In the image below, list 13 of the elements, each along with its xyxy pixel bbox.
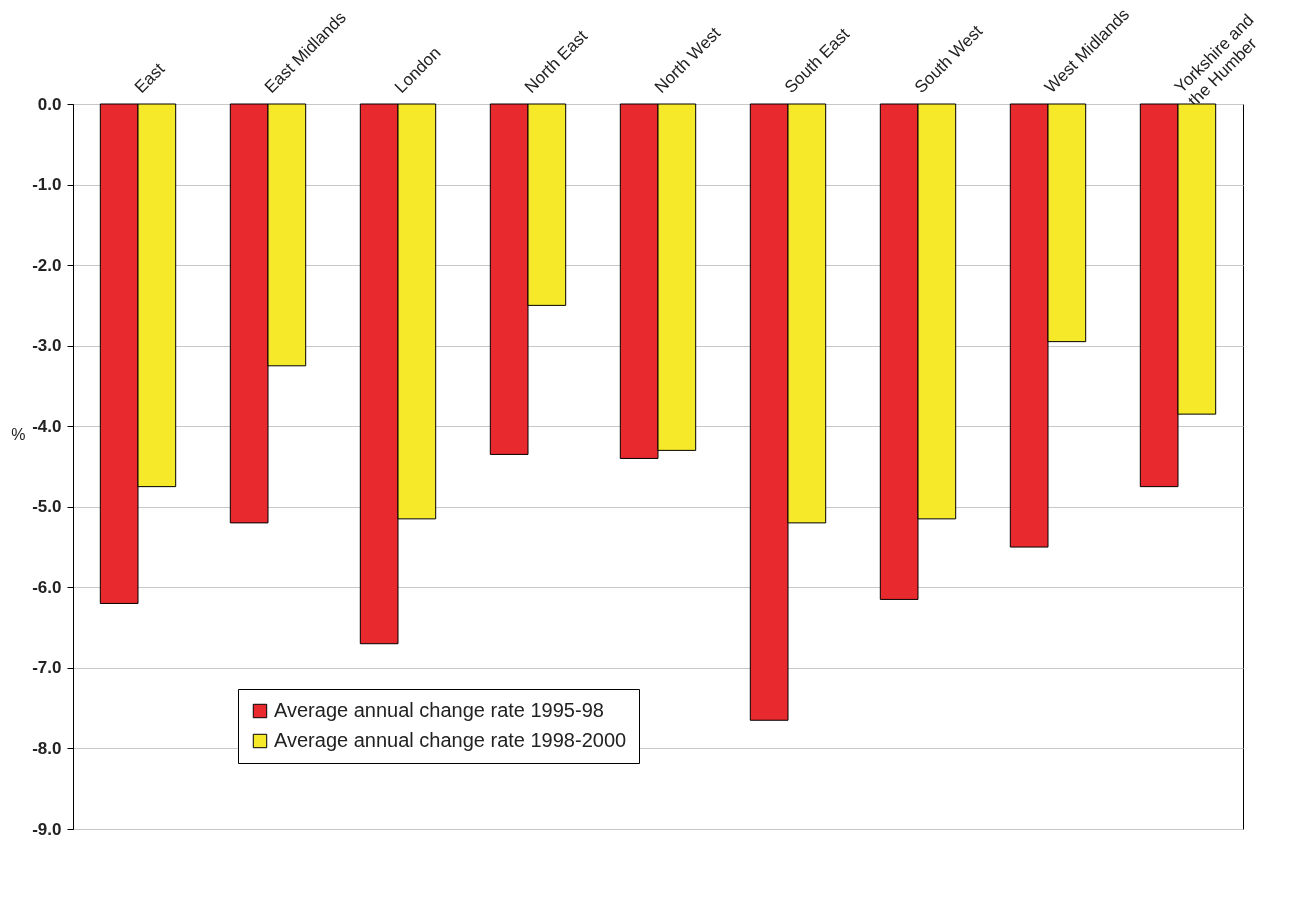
y-tick-label: -3.0 [32, 336, 62, 356]
y-tick-label: -5.0 [32, 497, 62, 517]
y-axis-title: % [11, 425, 26, 443]
y-tick-label: 0.0 [37, 94, 62, 114]
y-tick-label: -9.0 [32, 819, 62, 839]
legend-label: Average annual change rate 1995-98 [274, 699, 604, 721]
y-tick-label: -4.0 [32, 416, 62, 436]
y-tick-label: -8.0 [32, 738, 62, 758]
y-tick-label: -1.0 [32, 175, 62, 195]
y-tick-label: -7.0 [32, 658, 62, 678]
y-tick-label: -6.0 [32, 577, 62, 597]
legend-label: Average annual change rate 1998-2000 [274, 729, 627, 751]
y-tick-label: -2.0 [32, 255, 62, 275]
